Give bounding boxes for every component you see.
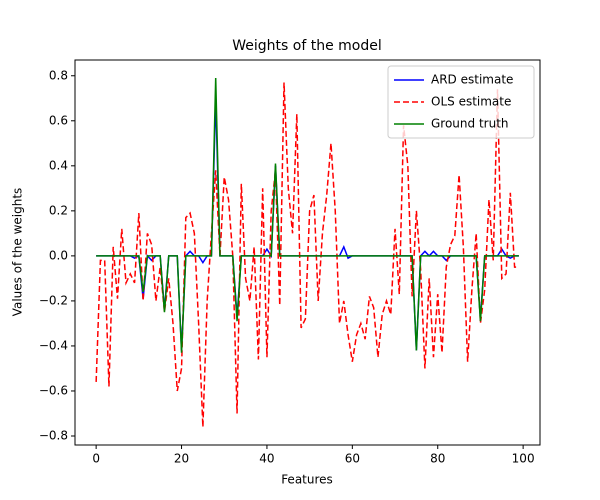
x-tick-label: 60 (345, 452, 360, 466)
y-tick-label: −0.2 (39, 293, 68, 307)
legend-label: ARD estimate (431, 73, 513, 87)
axes-frame (74, 59, 541, 446)
y-tick-label: −0.8 (39, 428, 68, 442)
y-tick-label: 0.4 (49, 158, 68, 172)
legend: ARD estimate OLS estimate Ground truth (387, 65, 535, 139)
y-tick-label: 0.0 (49, 248, 68, 262)
x-tick-label: 20 (174, 452, 189, 466)
x-tick-label: 80 (430, 452, 445, 466)
y-tick-label: −0.4 (39, 338, 68, 352)
series-line (96, 77, 519, 353)
series-line (95, 82, 519, 428)
y-axis-label: Values of the weights (11, 188, 25, 317)
legend-box (387, 65, 535, 139)
x-tick-label: 0 (92, 452, 100, 466)
legend-label: Ground truth (431, 117, 509, 131)
y-tick-label: 0.6 (49, 113, 68, 127)
y-tick-label: −0.6 (39, 383, 68, 397)
y-tick-label: 0.2 (49, 203, 68, 217)
chart-title: Weights of the model (232, 38, 381, 54)
legend-label: OLS estimate (431, 95, 511, 109)
x-tick-label: 40 (259, 452, 274, 466)
y-tick-label: 0.8 (49, 68, 68, 82)
x-tick-label: 100 (512, 452, 535, 466)
x-axis-label: Features (281, 473, 333, 487)
